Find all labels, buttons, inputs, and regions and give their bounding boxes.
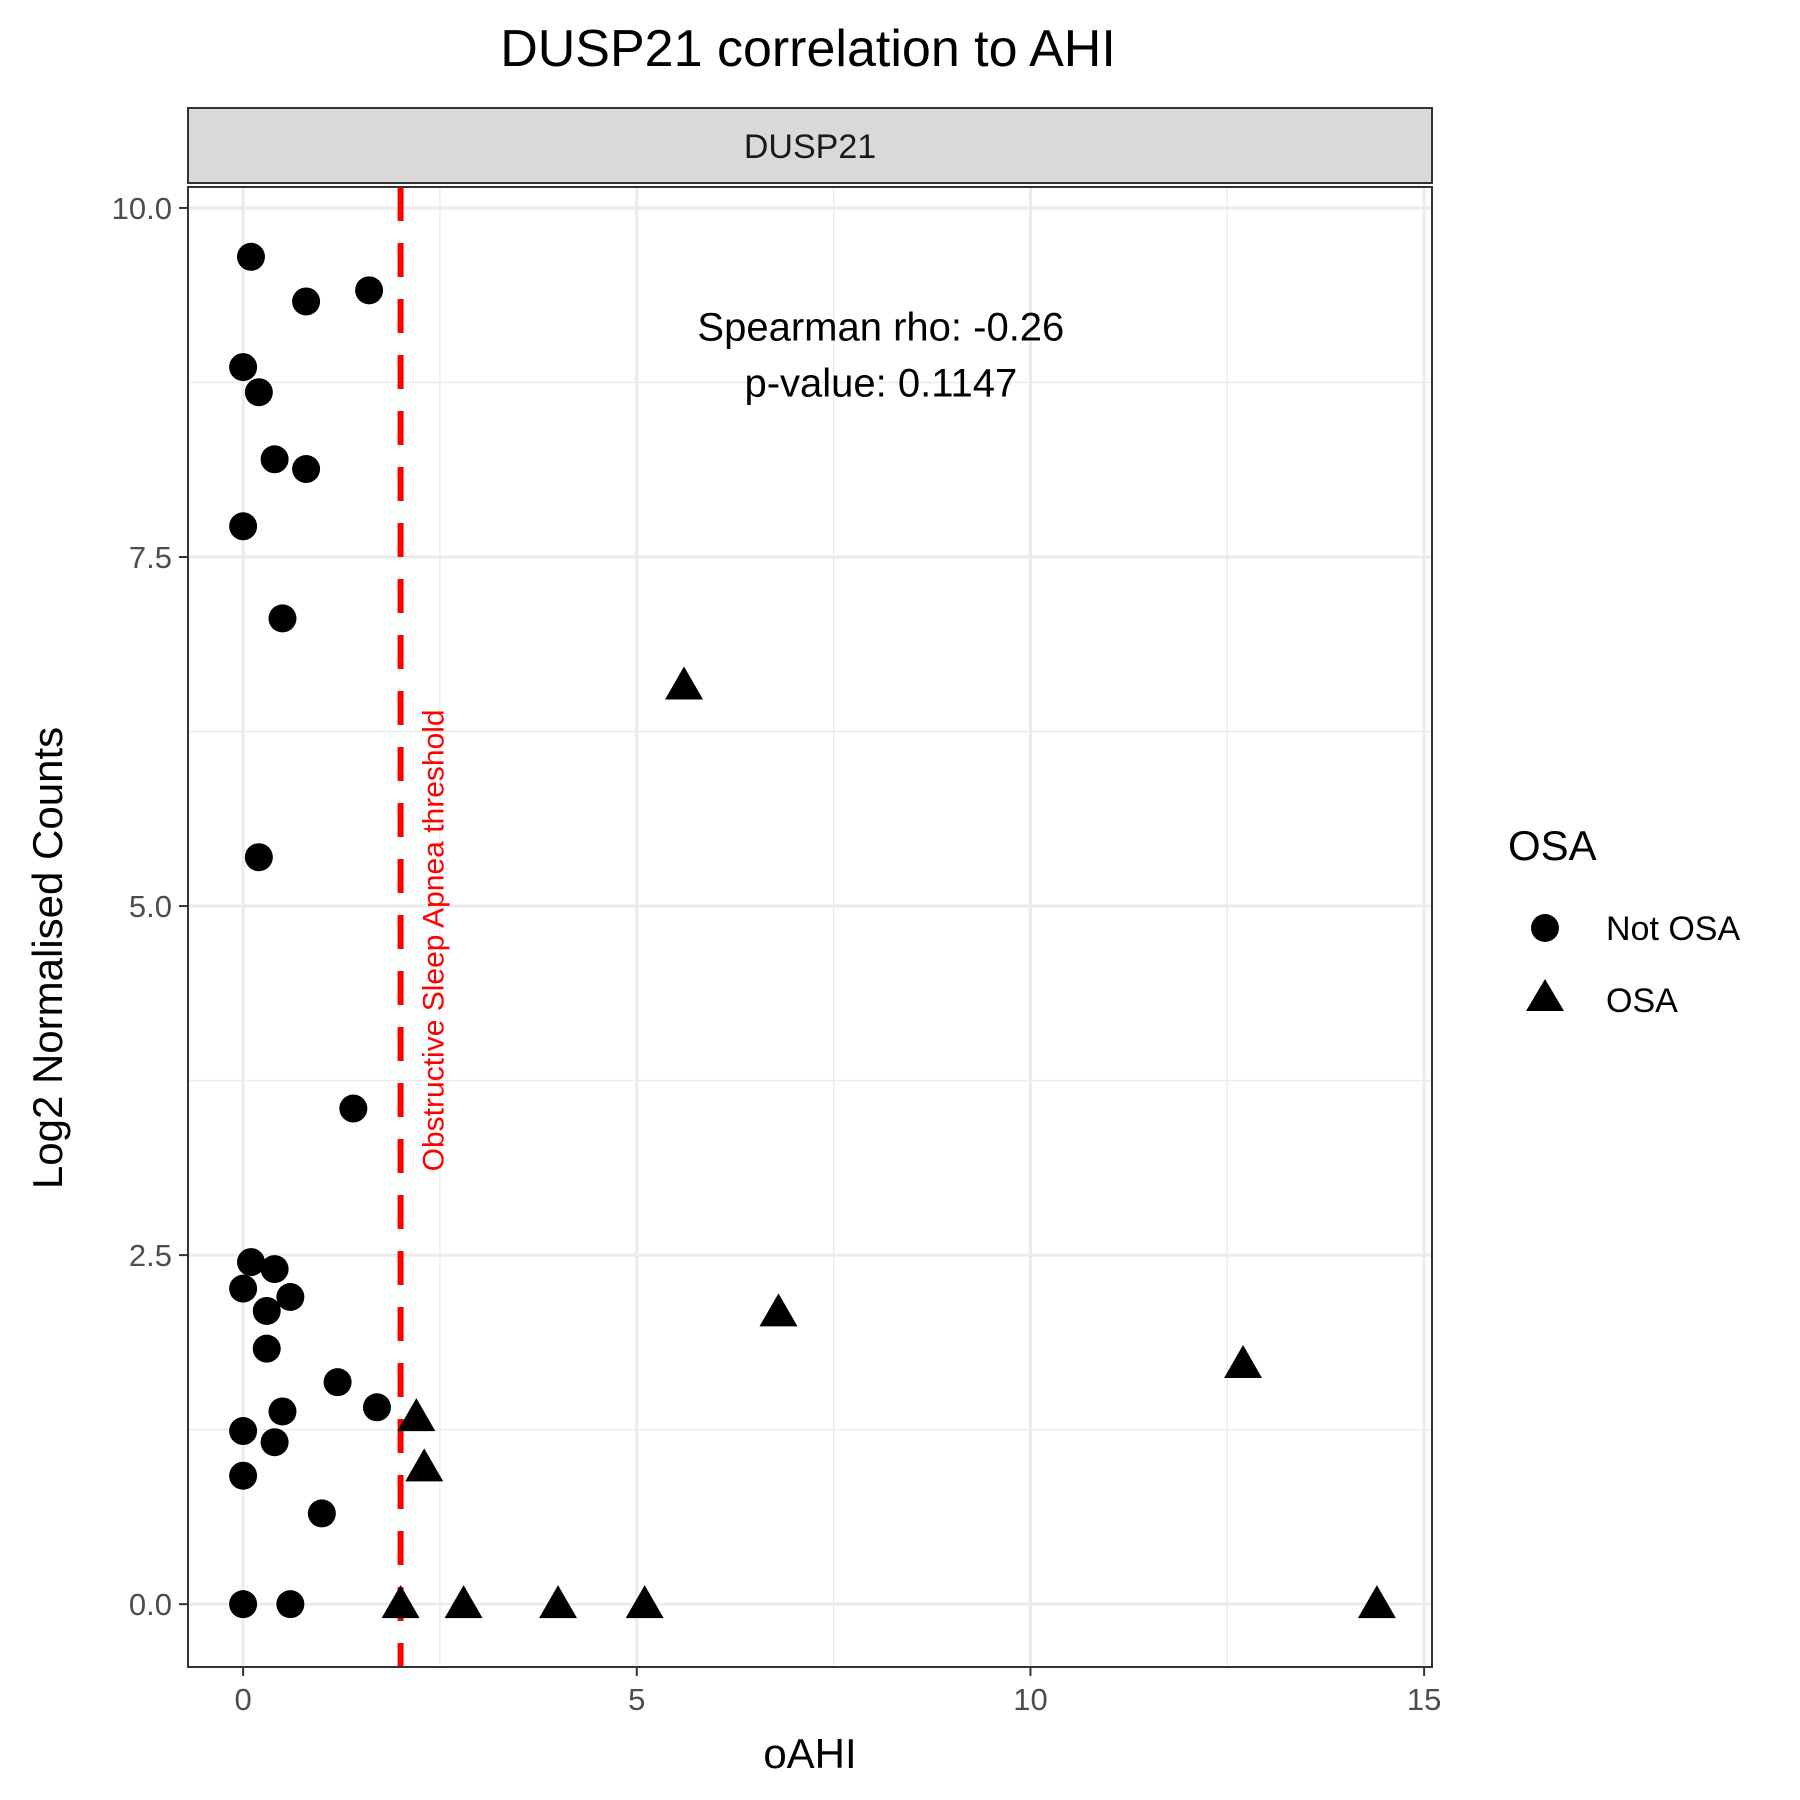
point-not-osa	[339, 1094, 368, 1123]
point-osa	[444, 1585, 483, 1619]
point-not-osa	[236, 1248, 265, 1277]
point-not-osa	[276, 1590, 305, 1619]
point-osa	[381, 1585, 420, 1619]
y-tick-label: 7.5	[129, 540, 172, 575]
correlation-annotation: Spearman rho: -0.26	[697, 306, 1064, 350]
panel-background	[188, 187, 1432, 1667]
point-not-osa	[307, 1499, 336, 1528]
point-not-osa	[236, 242, 265, 271]
point-not-osa	[229, 1590, 258, 1619]
point-not-osa	[244, 843, 273, 872]
y-tick-label: 2.5	[129, 1238, 172, 1273]
point-not-osa	[260, 1255, 289, 1284]
point-not-osa	[252, 1334, 281, 1363]
y-tick-label: 0.0	[129, 1587, 172, 1622]
pvalue-annotation: p-value: 0.1147	[744, 361, 1017, 405]
legend: OSA Not OSA OSA	[1508, 822, 1740, 1020]
x-tick-label: 0	[234, 1682, 251, 1717]
point-osa	[539, 1585, 578, 1619]
x-tick-label: 10	[1013, 1682, 1047, 1717]
point-osa	[665, 666, 704, 700]
point-not-osa	[323, 1368, 352, 1397]
facet-strip-label: DUSP21	[744, 128, 876, 166]
legend-key-circle	[1531, 914, 1559, 942]
y-tick-label: 10.0	[112, 191, 172, 226]
point-not-osa	[362, 1393, 391, 1422]
threshold-label: Obstructive Sleep Apnea threshold	[418, 709, 451, 1171]
plot-panel: Obstructive Sleep Apnea threshold Spearma…	[187, 186, 1433, 1668]
legend-key-triangle	[1526, 979, 1564, 1011]
point-not-osa	[276, 1283, 305, 1311]
point-not-osa	[229, 512, 258, 541]
point-not-osa	[268, 604, 297, 633]
point-osa	[405, 1448, 444, 1482]
point-not-osa	[268, 1397, 297, 1426]
point-not-osa	[252, 1296, 281, 1325]
point-osa	[625, 1585, 664, 1619]
x-tick-label: 15	[1407, 1682, 1441, 1717]
point-not-osa	[229, 1417, 258, 1446]
legend-title: OSA	[1508, 822, 1597, 869]
legend-label-not-osa: Not OSA	[1606, 910, 1740, 948]
y-tick-label: 5.0	[129, 889, 172, 924]
legend-label-osa: OSA	[1606, 982, 1678, 1020]
point-not-osa	[260, 445, 289, 474]
point-osa	[1357, 1585, 1396, 1619]
point-not-osa	[229, 1461, 258, 1490]
point-not-osa	[229, 353, 258, 382]
point-not-osa	[355, 276, 384, 305]
y-axis-title: Log2 Normalised Counts	[24, 727, 71, 1189]
point-not-osa	[292, 455, 321, 484]
x-axis-title: oAHI	[763, 1730, 856, 1777]
point-not-osa	[229, 1274, 258, 1303]
point-not-osa	[292, 287, 321, 316]
facet-strip	[187, 107, 1433, 184]
point-not-osa	[260, 1428, 289, 1457]
x-tick-label: 5	[628, 1682, 645, 1717]
chart-title: DUSP21 correlation to AHI	[500, 20, 1116, 78]
panel-border	[187, 186, 1433, 1668]
point-osa	[397, 1398, 436, 1432]
point-osa	[1224, 1345, 1263, 1379]
point-osa	[759, 1293, 798, 1327]
point-not-osa	[244, 378, 273, 407]
